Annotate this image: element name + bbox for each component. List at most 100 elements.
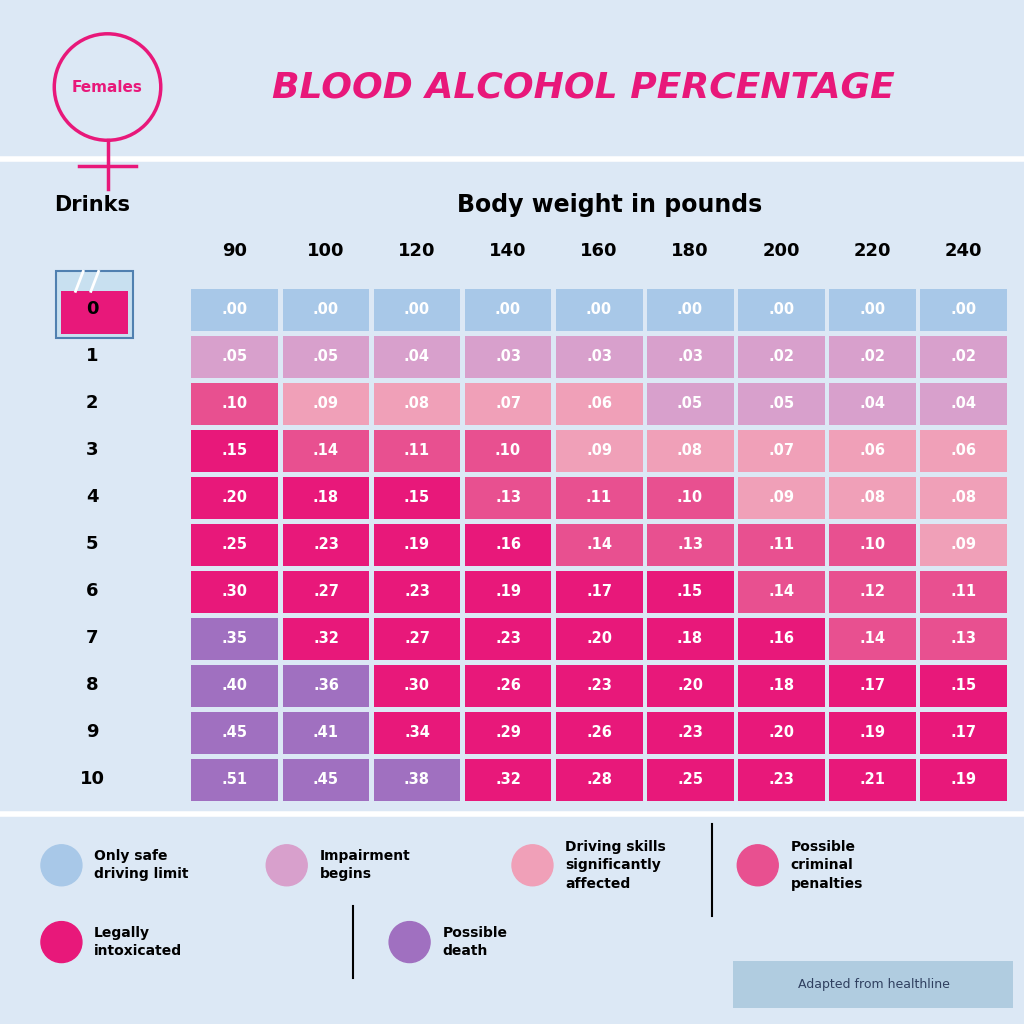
Text: .04: .04: [950, 396, 976, 412]
Text: Females: Females: [72, 80, 143, 94]
FancyBboxPatch shape: [920, 524, 1007, 565]
FancyBboxPatch shape: [465, 524, 552, 565]
FancyBboxPatch shape: [646, 430, 733, 472]
FancyBboxPatch shape: [556, 617, 642, 659]
FancyBboxPatch shape: [374, 617, 461, 659]
Text: .11: .11: [768, 538, 795, 552]
Text: .11: .11: [950, 585, 976, 599]
FancyBboxPatch shape: [465, 617, 552, 659]
Text: .28: .28: [586, 772, 612, 787]
FancyBboxPatch shape: [828, 524, 915, 565]
FancyBboxPatch shape: [646, 477, 733, 519]
Text: .14: .14: [313, 443, 339, 459]
FancyBboxPatch shape: [61, 291, 128, 334]
FancyBboxPatch shape: [374, 759, 461, 801]
Text: .16: .16: [495, 538, 521, 552]
Text: 5: 5: [86, 535, 98, 553]
FancyBboxPatch shape: [374, 289, 461, 331]
Text: .09: .09: [313, 396, 339, 412]
Text: 240: 240: [944, 242, 982, 260]
FancyBboxPatch shape: [191, 712, 279, 754]
FancyBboxPatch shape: [283, 430, 370, 472]
FancyBboxPatch shape: [828, 336, 915, 378]
FancyBboxPatch shape: [920, 759, 1007, 801]
FancyBboxPatch shape: [556, 477, 642, 519]
Text: 10: 10: [80, 770, 104, 787]
FancyBboxPatch shape: [646, 617, 733, 659]
FancyBboxPatch shape: [920, 712, 1007, 754]
Text: .10: .10: [222, 396, 248, 412]
FancyBboxPatch shape: [283, 570, 370, 612]
Text: 120: 120: [398, 242, 436, 260]
Text: 220: 220: [853, 242, 891, 260]
Circle shape: [389, 922, 430, 963]
FancyBboxPatch shape: [283, 524, 370, 565]
FancyBboxPatch shape: [737, 383, 824, 425]
Text: .15: .15: [222, 443, 248, 459]
FancyBboxPatch shape: [828, 430, 915, 472]
Text: Body weight in pounds: Body weight in pounds: [457, 193, 762, 217]
FancyBboxPatch shape: [374, 336, 461, 378]
Text: .14: .14: [859, 631, 885, 646]
FancyBboxPatch shape: [920, 477, 1007, 519]
Text: .03: .03: [677, 349, 703, 365]
FancyBboxPatch shape: [283, 665, 370, 707]
FancyBboxPatch shape: [920, 665, 1007, 707]
Text: 140: 140: [489, 242, 526, 260]
FancyBboxPatch shape: [737, 617, 824, 659]
Text: .00: .00: [950, 302, 976, 317]
Text: .20: .20: [677, 678, 703, 693]
FancyBboxPatch shape: [556, 383, 642, 425]
Text: .03: .03: [586, 349, 612, 365]
FancyBboxPatch shape: [556, 524, 642, 565]
FancyBboxPatch shape: [828, 665, 915, 707]
Text: .25: .25: [222, 538, 248, 552]
FancyBboxPatch shape: [556, 570, 642, 612]
Text: .32: .32: [313, 631, 339, 646]
Text: .06: .06: [586, 396, 612, 412]
FancyBboxPatch shape: [283, 712, 370, 754]
FancyBboxPatch shape: [56, 271, 133, 338]
FancyBboxPatch shape: [374, 524, 461, 565]
FancyBboxPatch shape: [465, 665, 552, 707]
Text: .23: .23: [768, 772, 794, 787]
FancyBboxPatch shape: [191, 617, 279, 659]
Text: .04: .04: [859, 396, 885, 412]
Text: .18: .18: [677, 631, 703, 646]
FancyBboxPatch shape: [374, 570, 461, 612]
FancyBboxPatch shape: [465, 759, 552, 801]
Circle shape: [737, 845, 778, 886]
Text: .32: .32: [495, 772, 521, 787]
Text: .00: .00: [222, 302, 248, 317]
FancyBboxPatch shape: [646, 665, 733, 707]
Text: .07: .07: [768, 443, 794, 459]
Text: .27: .27: [313, 585, 339, 599]
FancyBboxPatch shape: [828, 712, 915, 754]
FancyBboxPatch shape: [191, 570, 279, 612]
FancyBboxPatch shape: [374, 712, 461, 754]
Text: .04: .04: [404, 349, 430, 365]
Text: .02: .02: [950, 349, 976, 365]
Text: .05: .05: [768, 396, 795, 412]
Text: .45: .45: [222, 725, 248, 740]
Text: .13: .13: [677, 538, 703, 552]
FancyBboxPatch shape: [737, 712, 824, 754]
Text: Driving skills
significantly
affected: Driving skills significantly affected: [565, 840, 666, 891]
FancyBboxPatch shape: [556, 759, 642, 801]
FancyBboxPatch shape: [920, 383, 1007, 425]
Text: .51: .51: [222, 772, 248, 787]
Text: Drinks: Drinks: [54, 195, 130, 215]
FancyBboxPatch shape: [828, 289, 915, 331]
Text: 8: 8: [86, 676, 98, 694]
FancyBboxPatch shape: [737, 665, 824, 707]
Circle shape: [41, 922, 82, 963]
FancyBboxPatch shape: [283, 289, 370, 331]
FancyBboxPatch shape: [556, 336, 642, 378]
Text: .13: .13: [495, 490, 521, 505]
FancyBboxPatch shape: [283, 477, 370, 519]
Text: .00: .00: [768, 302, 795, 317]
Text: .15: .15: [677, 585, 703, 599]
Text: .06: .06: [859, 443, 885, 459]
Text: 0: 0: [86, 300, 98, 317]
Text: .16: .16: [768, 631, 794, 646]
